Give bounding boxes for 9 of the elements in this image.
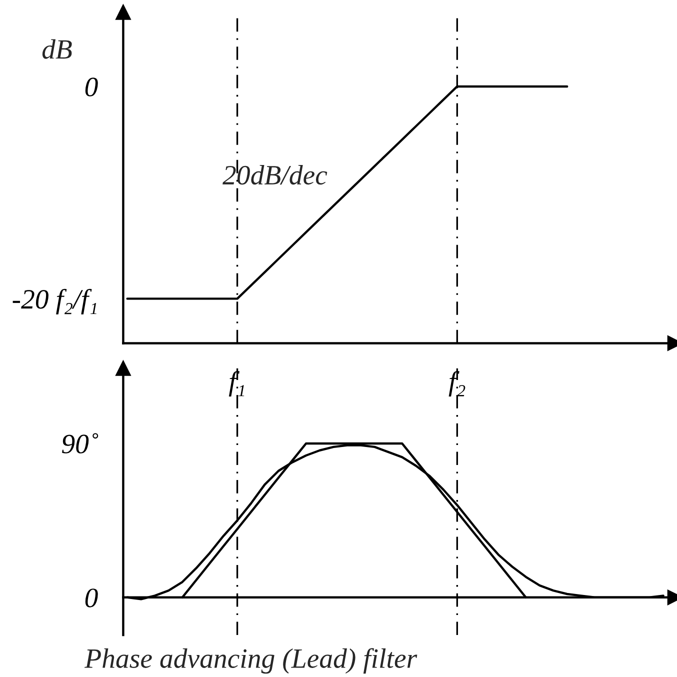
y-tick-label: 0 [85,78,98,96]
x-tick-label: f₁ [228,371,244,396]
annotation: 20dB/dec [222,165,328,185]
text: Phase advancing (Lead) filter [84,648,418,674]
x-tick-label: f₂ [448,371,466,396]
y-tick-label: 90˚ [62,433,98,454]
y-tick-label: 0 [85,588,98,608]
y-axis-title: dB [42,39,72,59]
y-tick-label: -20 f₂/f₁ [12,288,96,314]
